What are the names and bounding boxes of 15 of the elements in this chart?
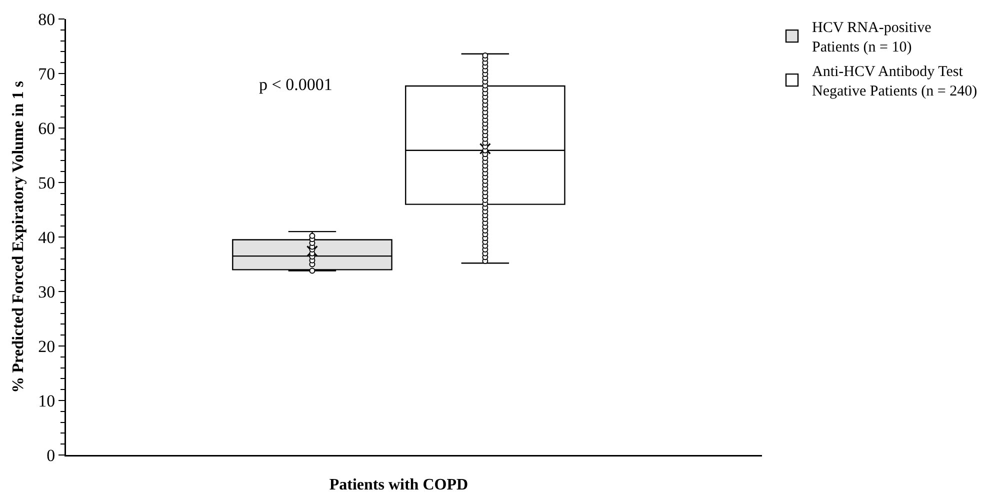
y-tick-label: 50 xyxy=(38,173,56,192)
y-tick-label: 40 xyxy=(38,228,56,247)
x-tick-label: Patients with COPD xyxy=(329,476,468,494)
point xyxy=(482,52,488,59)
y-tick-label: 30 xyxy=(38,282,56,302)
y-tick-label: 0 xyxy=(46,446,56,465)
y-tick-label: 60 xyxy=(38,118,56,138)
annotation: p < 0.0001 xyxy=(259,75,332,94)
legend-label: HCV RNA-positive Patients (n = 10) xyxy=(812,20,932,56)
y-tick-label: 80 xyxy=(38,10,56,29)
y-tick-label: 10 xyxy=(38,391,56,410)
y-tick-label: 70 xyxy=(38,64,56,84)
y-axis-title: % Predicted Forced Expiratory Volume in 1 s xyxy=(10,81,28,393)
legend-label: Anti-HCV Antibody Test Negative Patients (n = 240) xyxy=(812,64,978,100)
y-tick-label: 20 xyxy=(38,336,56,356)
